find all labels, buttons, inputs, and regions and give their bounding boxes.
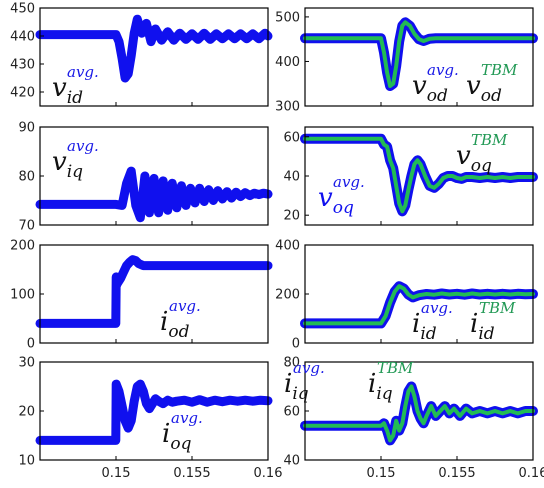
axes-frame [39, 7, 269, 107]
series-avg-v-iq [35, 166, 273, 223]
panel-v-oq: 60 40 20 voqTBM voqavg. [283, 126, 538, 226]
y-tick-label: 500 [275, 10, 300, 25]
panel-i-oq: 30 20 10 0.15 0.155 0.16 ioqavg. [18, 356, 282, 482]
series-avg-i-oq [35, 379, 273, 445]
annotation-v-iq-avg: viqavg. [52, 137, 99, 182]
series-avg-v-id [35, 14, 273, 83]
series-avg-i-od [35, 255, 273, 328]
y-tick-label: 0 [292, 337, 300, 352]
annotation-v-od-avg: vodavg. [412, 61, 459, 106]
y-tick-label: 80 [18, 170, 35, 185]
y-tick-label: 40 [283, 454, 300, 469]
annotation-v-oq-avg: voqavg. [318, 173, 365, 218]
y-tick-label: 90 [18, 121, 35, 136]
annotation-i-iq-tbm: iiqTBM [368, 359, 414, 404]
axes-frame [304, 7, 534, 107]
x-tick-label: 0.16 [254, 466, 283, 481]
annotation-v-id-avg: vidavg. [52, 63, 99, 108]
x-tick-label: 0.15 [102, 466, 131, 481]
series-tbm-v-oq [303, 136, 535, 214]
x-tick-label: 0.16 [519, 466, 544, 481]
x-tick-label: 0.155 [173, 466, 210, 481]
annotation-v-oq-tbm: voqTBM [456, 131, 508, 176]
panel-i-od: 200 100 0 iodavg. [10, 239, 273, 352]
annotation-i-od-avg: iodavg. [160, 297, 201, 342]
y-tick-label: 70 [18, 219, 35, 234]
panel-v-od: 500 400 300 vodavg.vodTBM [275, 7, 538, 115]
panel-i-iq: 80 60 40 0.15 0.155 0.16 iiqavg. iiqTBM [283, 356, 544, 482]
panel-v-iq: 90 80 70 viqavg. [18, 121, 273, 234]
y-tick-label: 430 [10, 58, 35, 73]
y-tick-label: 440 [10, 30, 35, 45]
y-tick-label: 20 [18, 405, 35, 420]
y-tick-label: 450 [10, 2, 35, 17]
y-tick-label: 200 [275, 288, 300, 303]
y-tick-label: 0 [27, 337, 35, 352]
y-tick-label: 420 [10, 86, 35, 101]
y-tick-label: 20 [283, 209, 300, 224]
annotation-i-iq-avg: iiqavg. [284, 359, 325, 404]
x-tick-label: 0.155 [438, 466, 475, 481]
panel-v-id: 450 440 430 420 vidavg. [10, 2, 273, 108]
axes-frame [39, 361, 269, 461]
y-tick-label: 10 [18, 454, 35, 469]
x-tick-label: 0.15 [367, 466, 396, 481]
y-tick-label: 40 [283, 170, 300, 185]
y-tick-label: 100 [10, 288, 35, 303]
annotation-i-oq-avg: ioqavg. [162, 409, 203, 454]
series-tbm-v-od [303, 20, 535, 88]
y-tick-label: 60 [283, 130, 300, 145]
y-tick-label: 400 [275, 239, 300, 254]
annotation-i-id-tbm: iidTBM [470, 299, 516, 344]
y-tick-label: 300 [275, 100, 300, 115]
series-tbm-i-id [303, 284, 535, 326]
axes-frame [39, 244, 269, 344]
y-tick-label: 400 [275, 55, 300, 70]
y-tick-label: 30 [18, 356, 35, 371]
series-tbm-i-iq [303, 384, 535, 443]
y-tick-label: 200 [10, 239, 35, 254]
y-tick-label: 80 [283, 356, 300, 371]
panel-i-id: 400 200 0 iidavg. iidTBM [275, 239, 538, 352]
annotation-i-id-avg: iidavg. [412, 299, 453, 344]
y-tick-label: 60 [283, 405, 300, 420]
annotation-v-od-tbm: vodTBM [466, 61, 518, 106]
